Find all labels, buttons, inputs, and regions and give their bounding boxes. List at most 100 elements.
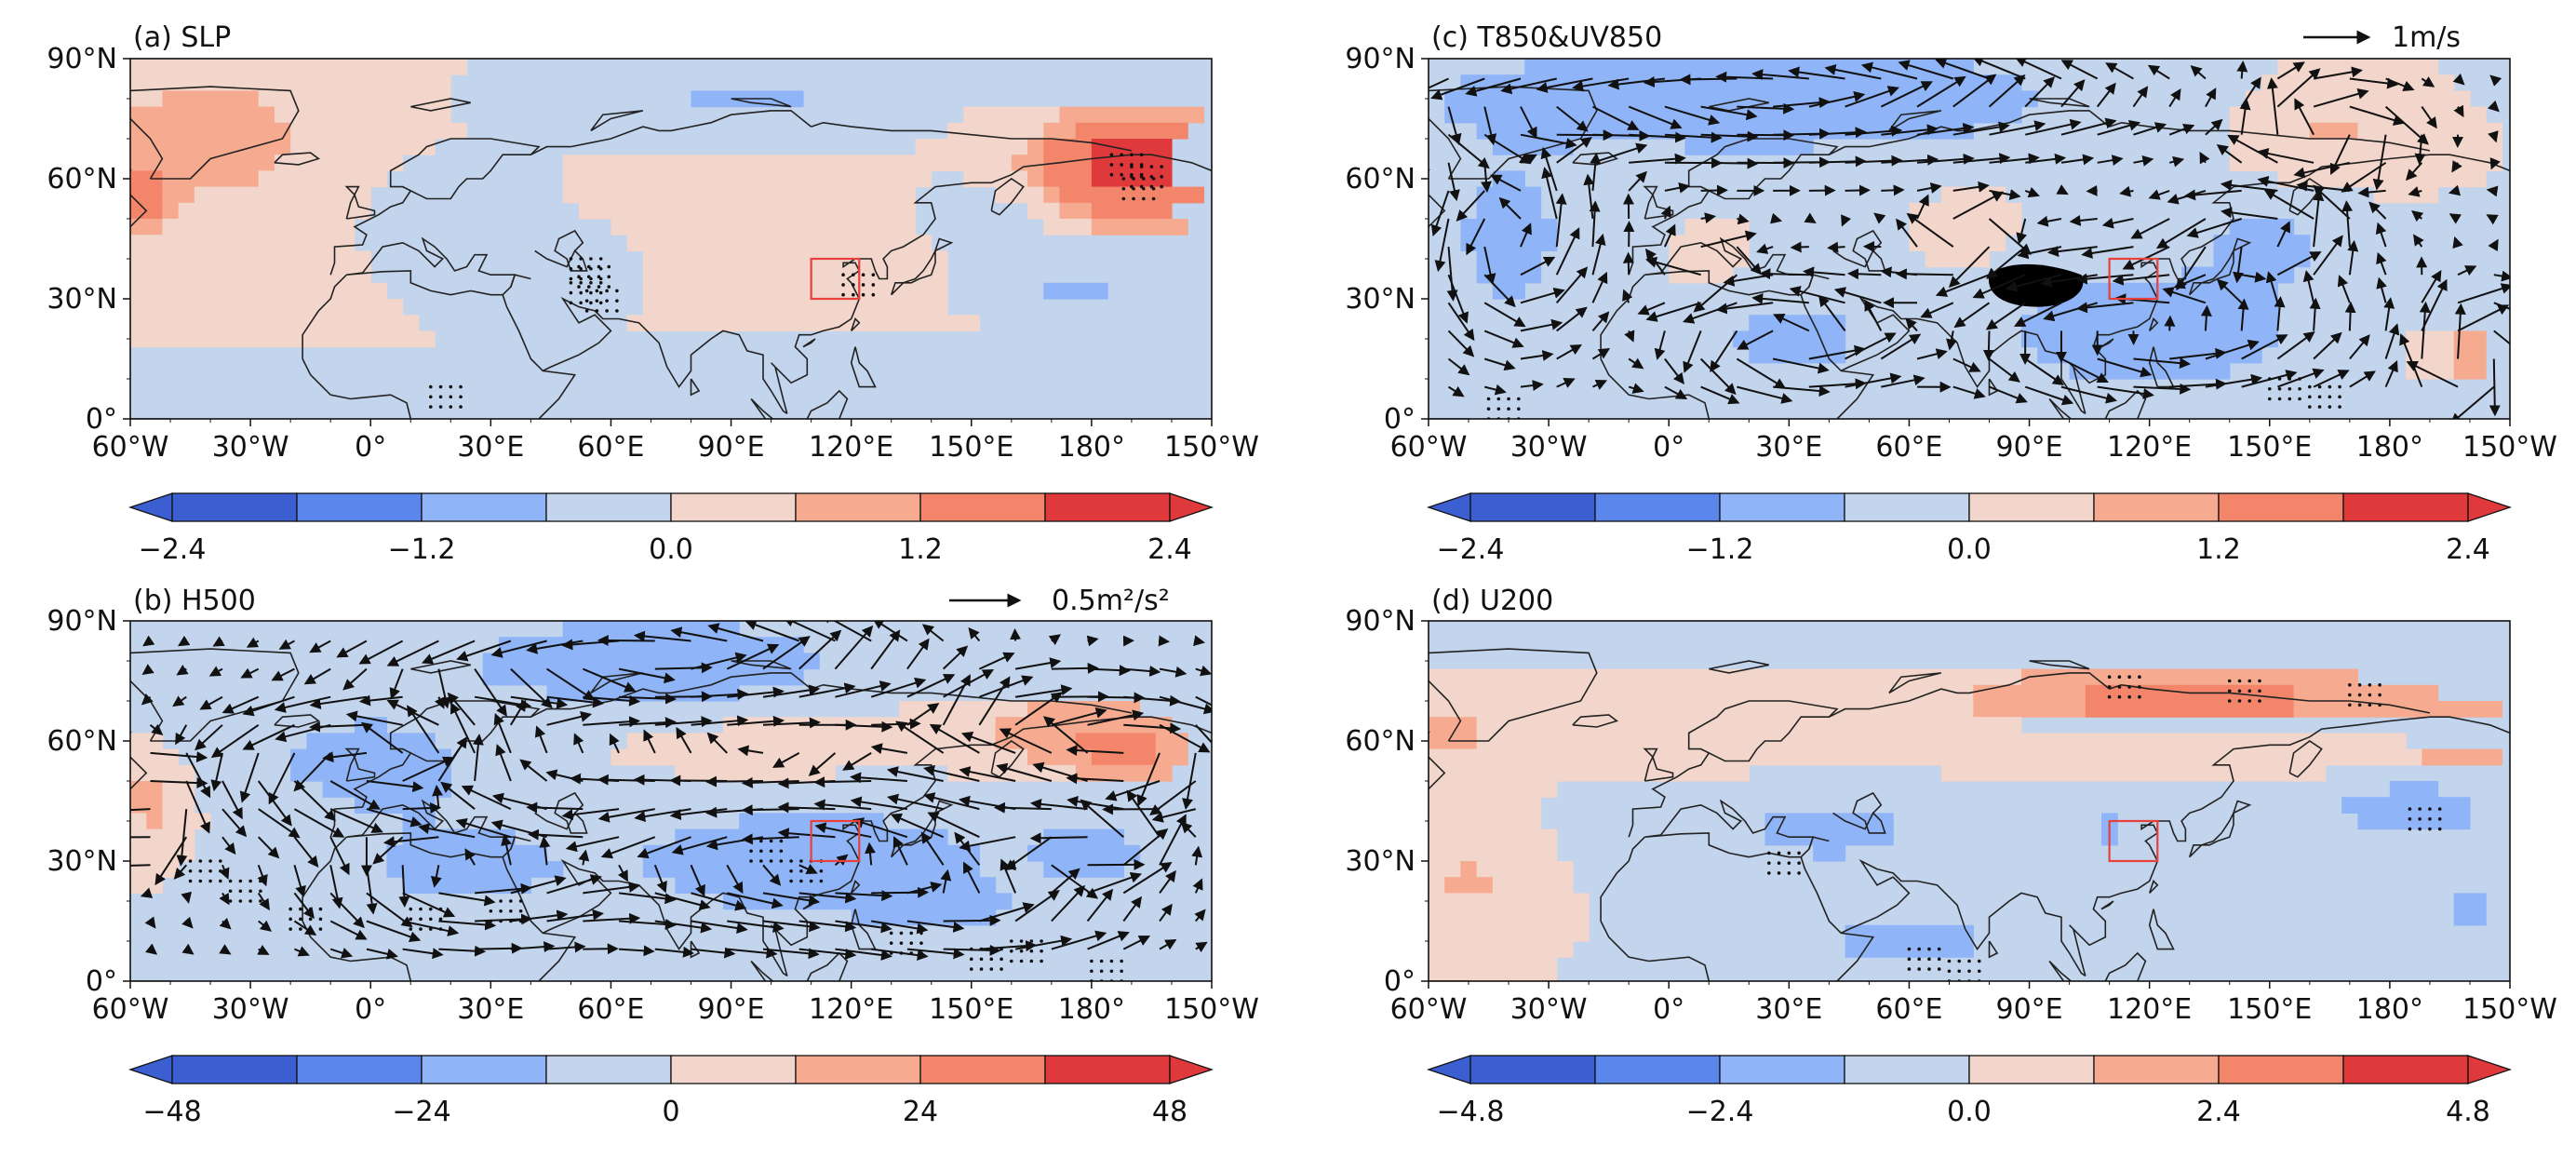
field-cell (1476, 717, 2022, 734)
coastline (1643, 185, 1674, 220)
field-cell (2453, 362, 2487, 380)
wind-vector (1952, 121, 2010, 136)
x-tick-label: 150°W (2462, 993, 2557, 1026)
stipple-dot (607, 264, 611, 269)
wind-vector (2368, 201, 2387, 220)
wind-vector (2349, 105, 2406, 126)
colorbar-tick-label: −2.4 (1686, 1096, 1754, 1128)
stipple-dot (969, 957, 973, 962)
stipple-dot (1937, 957, 1941, 962)
field-cell (1429, 893, 1590, 910)
wind-vector (2384, 323, 2400, 359)
wind-vector (130, 864, 151, 867)
x-tick-label: 180° (2356, 993, 2423, 1026)
stipple-dot (2277, 397, 2282, 401)
wind-vector (1159, 666, 1187, 678)
stipple-dot (1160, 165, 1164, 168)
field-cell (130, 861, 180, 878)
stipple-dot (2258, 699, 2261, 703)
stipple-dot (288, 907, 292, 911)
stipple-dot (188, 868, 193, 873)
wind-vector (573, 733, 584, 754)
wind-vector (1946, 330, 1957, 351)
wind-vector (726, 643, 780, 670)
colorbar-extend-high (2467, 1055, 2513, 1084)
coastline (510, 274, 531, 288)
wind-vector (2488, 100, 2500, 113)
wind-vector (617, 864, 628, 882)
wind-vector (1880, 81, 1933, 108)
stipple-dot (861, 292, 865, 297)
colorbar-bin (1469, 492, 1596, 522)
y-tick-label: 90°N (1345, 43, 1415, 75)
wind-vector (1014, 684, 1073, 698)
field-cell (355, 797, 436, 814)
stipple-dot (1132, 196, 1135, 201)
field-cell (2453, 909, 2487, 926)
stipple-dot (2328, 405, 2332, 409)
wind-vector (1466, 218, 1486, 256)
wind-vector (268, 752, 296, 805)
stipple-dot (2288, 377, 2292, 381)
field-cell (162, 219, 356, 236)
field-cell (130, 122, 291, 140)
colorbar-tick-label: 1.2 (898, 533, 943, 566)
stipple-dot (1777, 851, 1781, 855)
wind-vector (2097, 119, 2141, 136)
wind-vector (1827, 241, 1845, 253)
field-cell (1492, 139, 1574, 155)
field-cell (162, 186, 195, 204)
wind-vector (2168, 155, 2185, 168)
stipple-dot (2428, 817, 2432, 821)
wind-vector (1880, 333, 1922, 360)
colorbar-bin (919, 492, 1046, 522)
coastline (771, 154, 1212, 414)
stipple-dot (518, 909, 523, 913)
coastline (590, 110, 644, 132)
x-tick-label: 30°W (212, 431, 289, 464)
wind-vector (2274, 295, 2286, 331)
coastline (811, 121, 1133, 152)
wind-vector (1456, 190, 1485, 222)
wind-vector (762, 684, 821, 698)
wind-vector (2130, 218, 2170, 239)
wind-vector (2147, 64, 2170, 80)
x-tick-label: 150°E (2227, 993, 2312, 1026)
stipple-dot (318, 907, 323, 911)
wind-vector (475, 882, 532, 895)
y-tick-label: 30°N (47, 283, 117, 316)
x-tick-label: 150°E (2227, 431, 2312, 464)
field-cell (1444, 106, 2022, 124)
stipple-dot (1109, 153, 1114, 156)
stipple-dot (2357, 703, 2362, 707)
wind-vector (633, 630, 691, 642)
colorbar-bin (670, 492, 797, 522)
wind-vector (437, 668, 451, 709)
field-cell (2373, 186, 2439, 204)
wind-vector (1447, 385, 1465, 397)
wind-vector (993, 801, 1052, 814)
wind-vector (943, 914, 1001, 926)
colorbar-extend-high (1169, 492, 1214, 522)
wind-vector (2239, 98, 2251, 135)
wind-vector (1122, 895, 1143, 922)
wind-vector (1700, 105, 1758, 121)
wind-vector (2384, 105, 2429, 145)
field-cell (146, 813, 164, 830)
coastline (346, 799, 517, 858)
y-tick-label: 60°N (1345, 163, 1415, 195)
wind-vector (546, 909, 605, 922)
wind-vector (342, 667, 368, 691)
wind-vector (921, 624, 945, 642)
wind-vector (1122, 828, 1169, 867)
stipple-dot (2338, 405, 2341, 409)
stipple-dot (979, 967, 984, 971)
wind-vector (691, 688, 749, 700)
field-cell (1429, 684, 1974, 702)
coastline (1600, 836, 1645, 922)
stipple-dot (228, 879, 233, 883)
colorbar-tick-label: −1.2 (388, 533, 456, 566)
colorbar-tick-label: −1.2 (1686, 533, 1754, 566)
wind-vector (619, 693, 678, 705)
wind-vector (1589, 200, 1601, 248)
